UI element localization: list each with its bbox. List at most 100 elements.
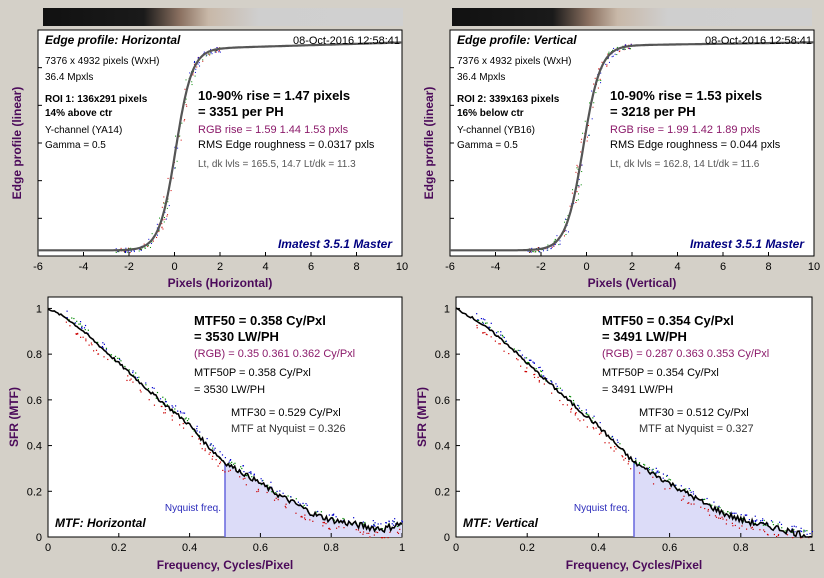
channel-point	[82, 336, 84, 338]
channel-point	[209, 54, 211, 56]
nyquist-region	[225, 463, 402, 537]
channel-point	[181, 122, 183, 124]
y-tick-label: 1	[36, 303, 42, 315]
x-tick-label: 0.6	[253, 542, 268, 554]
channel-point	[761, 519, 763, 522]
channel-point	[132, 371, 134, 374]
channel-point	[725, 523, 727, 525]
channel-point	[97, 341, 99, 343]
channel-point	[393, 521, 395, 523]
channel-point	[581, 138, 583, 140]
channel-point	[127, 375, 129, 377]
channel-point	[723, 512, 725, 514]
nyquist-label: Nyquist freq.	[574, 503, 630, 514]
channel-point	[540, 370, 543, 373]
channel-point	[534, 251, 536, 253]
channel-point	[120, 247, 122, 249]
channel-point	[583, 419, 585, 421]
channel-point	[567, 231, 569, 233]
channel-point	[83, 327, 86, 329]
channel-point	[79, 323, 81, 325]
channel-point	[231, 461, 233, 463]
x-tick-label: 8	[765, 261, 771, 273]
channel-point	[193, 430, 195, 432]
channel-point	[325, 522, 327, 525]
channel-point	[571, 192, 573, 194]
channel-point	[588, 134, 590, 136]
channel-point	[396, 531, 399, 533]
channel-point	[388, 520, 390, 523]
channel-point	[565, 233, 567, 235]
channel-point	[578, 185, 580, 187]
channel-point	[213, 449, 215, 451]
channel-point	[614, 445, 616, 448]
channel-point	[611, 436, 613, 438]
channel-point	[580, 184, 582, 186]
channel-point	[477, 319, 480, 322]
channel-point	[174, 167, 176, 169]
channel-point	[229, 469, 232, 471]
channel-point	[760, 520, 762, 522]
channel-point	[762, 518, 764, 520]
channel-point	[333, 513, 335, 515]
timestamp: 08-Oct-2016 12:58:41	[705, 35, 812, 47]
channel-point	[657, 472, 659, 474]
channel-point	[559, 240, 561, 242]
channel-point	[397, 532, 400, 535]
channel-point	[130, 250, 132, 252]
channel-point	[577, 168, 579, 170]
channel-point	[541, 369, 544, 372]
channel-point	[623, 49, 625, 51]
channel-point	[570, 411, 572, 413]
channel-point	[634, 463, 636, 465]
channel-point	[732, 525, 734, 527]
x-axis-label: Pixels (Vertical)	[588, 276, 677, 290]
channel-point	[525, 357, 528, 359]
channel-point	[776, 535, 778, 538]
channel-point	[792, 537, 794, 539]
channel-point	[527, 250, 529, 252]
x-tick-label: 2	[217, 261, 223, 273]
channel-point	[731, 522, 733, 524]
channel-point	[81, 325, 83, 327]
channel-point	[623, 459, 625, 461]
channel-point	[322, 521, 324, 524]
channel-point	[752, 528, 754, 530]
channel-point	[199, 431, 201, 433]
channel-point	[297, 501, 299, 503]
channel-point	[748, 519, 751, 521]
channel-point	[538, 366, 540, 369]
channel-point	[193, 63, 195, 65]
channel-point	[651, 469, 653, 471]
channel-point	[335, 516, 337, 518]
channel-point	[569, 395, 571, 397]
channel-point	[151, 387, 154, 389]
rise-per-ph: = 3218 per PH	[610, 104, 696, 119]
channel-point	[495, 332, 498, 334]
channel-point	[786, 534, 789, 536]
channel-point	[721, 516, 723, 518]
channel-point	[375, 531, 377, 533]
channel-point	[585, 412, 588, 414]
channel-point	[214, 51, 216, 53]
channel-point	[163, 202, 165, 204]
channel-point	[591, 118, 593, 120]
channel-point	[537, 250, 539, 252]
channel-point	[147, 245, 149, 247]
channel-point	[90, 342, 92, 344]
mtf50p-lwph: = 3530 LW/PH	[194, 384, 265, 396]
channel-point	[589, 102, 591, 104]
channel-point	[597, 87, 599, 89]
channel-point	[578, 407, 581, 409]
channel-point	[387, 537, 389, 539]
channel-point	[165, 401, 167, 403]
channel-point	[162, 228, 164, 230]
channel-point	[598, 68, 600, 70]
channel-point	[539, 366, 541, 368]
channel-point	[211, 458, 213, 460]
channel-point	[766, 524, 768, 527]
channel-point	[117, 357, 119, 359]
channel-point	[690, 491, 692, 493]
channel-point	[578, 178, 580, 180]
channel-point	[711, 504, 713, 506]
